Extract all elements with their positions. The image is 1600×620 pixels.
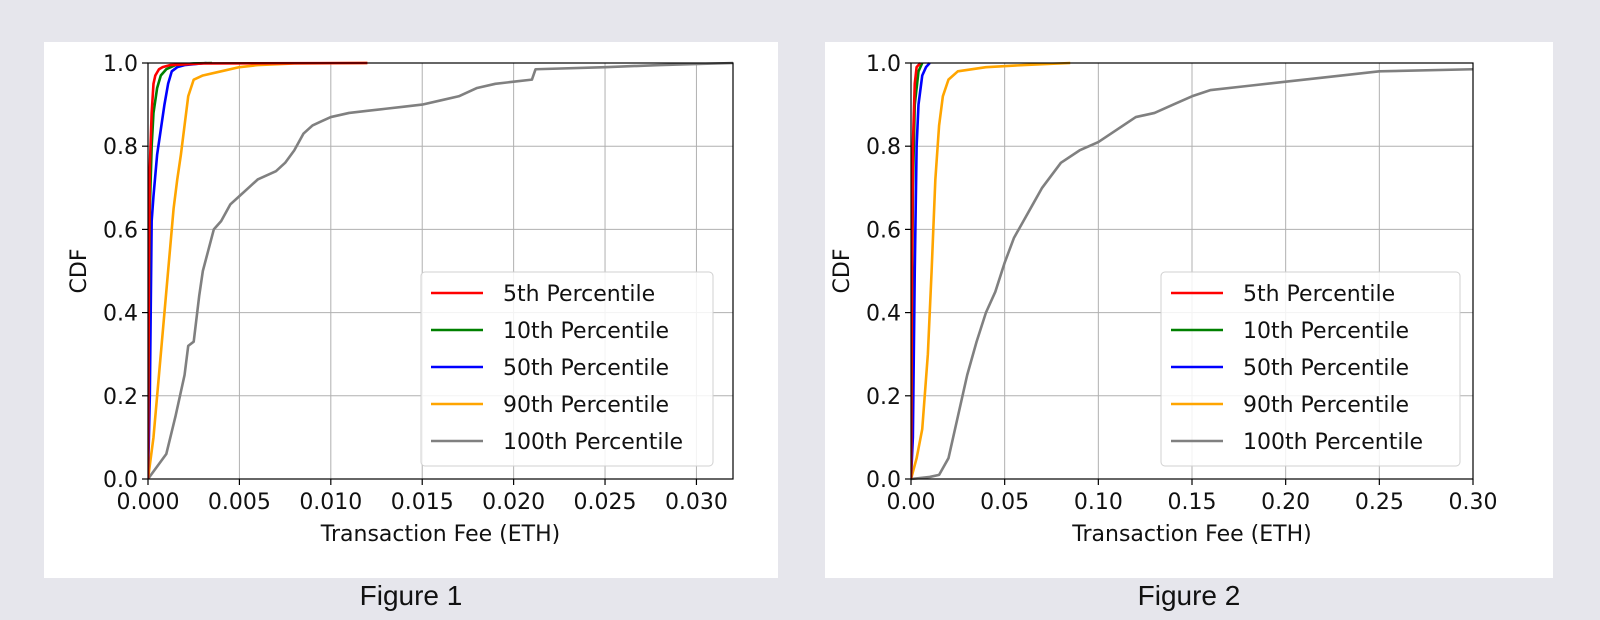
legend-label-2: 10th Percentile [1243,319,1409,344]
series-lines [148,61,733,480]
x-tick-label: 0.25 [1355,490,1404,515]
x-tick-label: 0.00 [887,490,936,515]
x-tick-label: 0.030 [665,490,728,515]
x-tick-label: 0.05 [980,490,1029,515]
legend-label-5: 100th Percentile [503,430,683,455]
series-line-3 [148,61,207,480]
x-tick-label: 0.010 [299,490,362,515]
y-tick-label: 0.4 [103,302,138,327]
series-line-3 [911,62,931,480]
y-tick-label: 1.0 [866,52,901,77]
x-axis-label: Transaction Fee (ETH) [1071,522,1311,547]
y-tick-label: 0.4 [866,302,901,327]
axis-ticks: 0.00 0.05 0.10 0.15 0.20 0.25 0.30 0.0 0.2 0.4 0.6… [866,52,1497,515]
legend-label-2: 10th Percentile [503,319,669,344]
legend-label-1: 5th Percentile [503,282,655,307]
figure-1-chart: 0.000 0.005 0.010 0.015 0.020 0.025 0.030 0.0 0.… [67,52,734,547]
legend-label-4: 90th Percentile [503,393,669,418]
plot-frame [147,62,734,480]
series-line-4 [911,61,1071,480]
series-line-5 [148,61,733,480]
x-tick-label: 0.10 [1074,490,1123,515]
x-tick-label: 0.30 [1449,490,1498,515]
y-tick-label: 0.8 [103,135,138,160]
series-line-1 [911,62,922,480]
x-tick-label: 0.015 [391,490,454,515]
legend-label-3: 50th Percentile [503,356,669,381]
x-tick-label: 0.20 [1261,490,1310,515]
y-tick-label: 1.0 [103,52,138,77]
figure-2-chart: 0.00 0.05 0.10 0.15 0.20 0.25 0.30 0.0 0.2 0.4 0.6… [830,52,1497,547]
y-tick-label: 0.6 [103,218,138,243]
legend-box [420,271,714,467]
legend-label-3: 50th Percentile [1243,356,1409,381]
y-tick-label: 0.0 [103,468,138,493]
y-axis-label: CDF [67,249,92,294]
legend-box [1160,271,1461,467]
y-tick-label: 0.2 [103,385,138,410]
y-tick-label: 0.0 [866,468,901,493]
x-tick-label: 0.15 [1168,490,1217,515]
y-tick-label: 0.2 [866,385,901,410]
figure-1-caption: Figure 1 [359,580,463,611]
y-axis-label: CDF [830,249,855,294]
x-tick-label: 0.025 [574,490,637,515]
series-line-5 [911,67,1473,481]
y-tick-label: 0.6 [866,218,901,243]
axis-ticks: 0.000 0.005 0.010 0.015 0.020 0.025 0.030 0.0 0.… [103,52,728,515]
figure-2-caption: Figure 2 [1137,580,1241,611]
x-tick-label: 0.005 [208,490,271,515]
figure-1-panel: 0.000 0.005 0.010 0.015 0.020 0.025 0.030 0.0 0.… [44,42,778,578]
legend-label-4: 90th Percentile [1243,393,1409,418]
legend-label-5: 100th Percentile [1243,430,1423,455]
series-line-4 [148,61,368,480]
legend: 5th Percentile 10th Percentile 50th Percen… [1160,271,1461,467]
figure-2-panel: 0.00 0.05 0.10 0.15 0.20 0.25 0.30 0.0 0.2 0.4 0.6… [825,42,1553,578]
x-axis-label: Transaction Fee (ETH) [320,522,560,547]
legend-label-1: 5th Percentile [1243,282,1395,307]
x-tick-label: 0.020 [482,490,545,515]
series-line-1 [148,61,368,480]
series-lines [911,61,1473,481]
legend: 5th Percentile 10th Percentile 50th Percen… [420,271,714,467]
y-tick-label: 0.8 [866,135,901,160]
x-tick-label: 0.000 [117,490,180,515]
